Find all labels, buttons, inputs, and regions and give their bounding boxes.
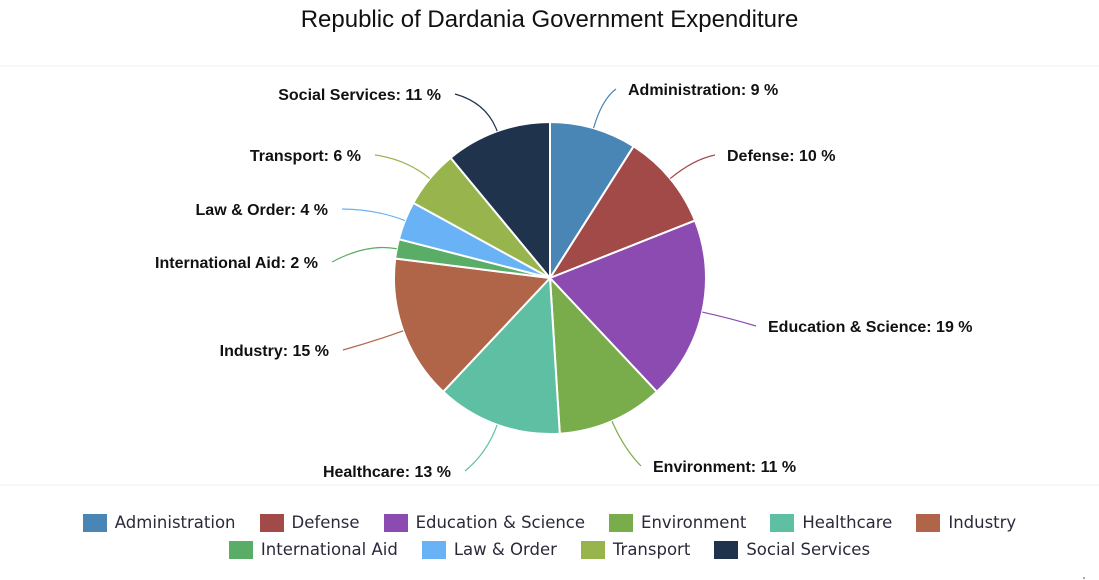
data-label: Social Services: 11 % bbox=[278, 87, 441, 104]
legend-label: Transport bbox=[612, 540, 691, 559]
data-label: Administration: 9 % bbox=[628, 82, 778, 99]
legend-label: Defense bbox=[291, 513, 360, 532]
legend-swatch bbox=[770, 513, 795, 532]
legend-swatch bbox=[421, 540, 446, 559]
legend-label: Social Services bbox=[746, 540, 871, 559]
connector-line bbox=[611, 420, 642, 467]
pie-slice-administration[interactable] bbox=[549, 120, 635, 282]
legend-item[interactable]: Industry bbox=[916, 513, 1016, 532]
legend-label: Environment bbox=[641, 513, 747, 532]
connector-line bbox=[454, 93, 498, 132]
connector-line bbox=[342, 330, 404, 351]
pie-slice-healthcare[interactable] bbox=[441, 275, 561, 435]
pie-slice-social-services[interactable] bbox=[449, 120, 551, 281]
title-separator bbox=[0, 65, 1099, 67]
legend-swatch bbox=[228, 540, 253, 559]
legend-label: Law & Order bbox=[453, 540, 557, 559]
corner-mark bbox=[1083, 577, 1085, 579]
data-label: Transport: 6 % bbox=[250, 148, 361, 165]
chart-title: Republic of Dardania Government Expendit… bbox=[300, 6, 799, 33]
data-label: Defense: 10 % bbox=[727, 148, 836, 165]
legend-label: Healthcare bbox=[802, 513, 893, 532]
legend-swatch bbox=[609, 513, 634, 532]
connector-line bbox=[341, 208, 406, 222]
legend-item[interactable]: Law & Order bbox=[421, 540, 557, 559]
legend-separator bbox=[0, 484, 1099, 486]
legend: Administration Defense Education & Science… bbox=[0, 509, 1099, 563]
legend-item[interactable]: Social Services bbox=[714, 540, 870, 559]
data-label: International Aid: 2 % bbox=[155, 255, 318, 272]
connector-line bbox=[374, 154, 431, 180]
connector-line bbox=[592, 88, 617, 129]
connector-line bbox=[331, 246, 397, 263]
legend-label: International Aid bbox=[260, 540, 398, 559]
legend-label: Administration bbox=[114, 513, 236, 532]
legend-row: International Aid Law & Order Transport Soc… bbox=[0, 536, 1099, 563]
data-label: Healthcare: 13 % bbox=[323, 464, 451, 481]
legend-item[interactable]: International Aid bbox=[228, 540, 398, 559]
legend-item[interactable]: Environment bbox=[609, 513, 746, 532]
pie-chart: Administration: 9 % Defense: 10 % Educatio… bbox=[155, 82, 973, 481]
connector-line bbox=[702, 311, 757, 327]
legend-label: Industry bbox=[948, 513, 1017, 532]
legend-swatch bbox=[383, 513, 408, 532]
pie-slice-industry[interactable] bbox=[393, 257, 553, 394]
legend-swatch bbox=[82, 513, 107, 532]
legend-item[interactable]: Education & Science bbox=[383, 513, 586, 532]
connector-line bbox=[464, 424, 498, 472]
legend-swatch bbox=[916, 513, 941, 532]
legend-item[interactable]: Transport bbox=[580, 540, 691, 559]
pie-slice-environment[interactable] bbox=[548, 275, 659, 435]
data-label: Education & Science: 19 % bbox=[768, 319, 973, 336]
legend-label: Education & Science bbox=[415, 513, 586, 532]
legend-swatch bbox=[580, 540, 605, 559]
pie-slice-education-science[interactable] bbox=[548, 219, 707, 394]
legend-swatch bbox=[714, 540, 739, 559]
legend-swatch bbox=[259, 513, 284, 532]
pie-slice-defense[interactable] bbox=[547, 144, 697, 281]
data-label: Environment: 11 % bbox=[653, 459, 796, 476]
data-label: Industry: 15 % bbox=[220, 343, 329, 360]
legend-item[interactable]: Defense bbox=[259, 513, 360, 532]
legend-row: Administration Defense Education & Science… bbox=[0, 509, 1099, 536]
legend-item[interactable]: Administration bbox=[82, 513, 236, 532]
data-label: Law & Order: 4 % bbox=[196, 202, 328, 219]
legend-item[interactable]: Healthcare bbox=[770, 513, 892, 532]
connector-line bbox=[669, 154, 716, 180]
